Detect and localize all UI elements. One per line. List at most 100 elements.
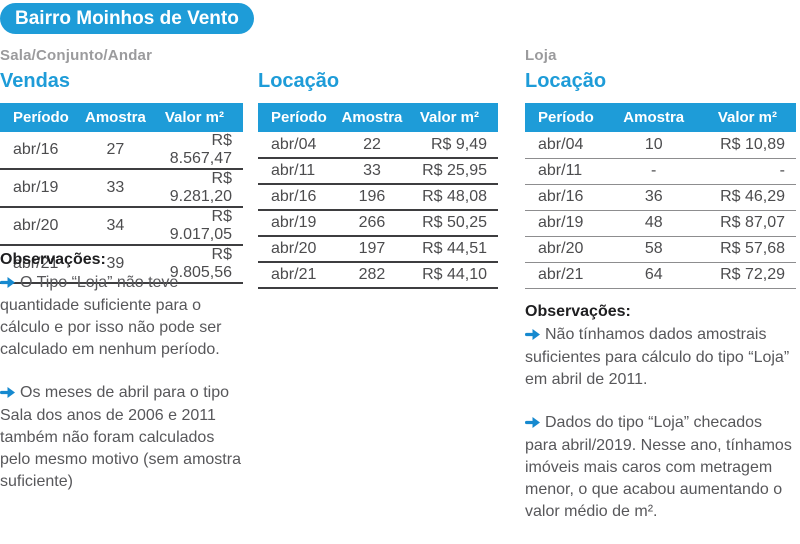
cell-valor: R$ 57,68 xyxy=(693,236,796,263)
cell-periodo: abr/21 xyxy=(525,262,615,289)
observation-text: O Tipo “Loja” não teve quantidade sufici… xyxy=(0,274,222,358)
table-row: abr/04 10 R$ 10,89 xyxy=(525,132,796,159)
cell-periodo: abr/16 xyxy=(525,184,615,211)
table-row: abr/16 36 R$ 46,29 xyxy=(525,184,796,211)
observation-item: O Tipo “Loja” não teve quantidade sufici… xyxy=(0,272,243,361)
observations-heading: Observações: xyxy=(525,303,631,320)
cell-amostra: 197 xyxy=(337,236,407,263)
cell-periodo: abr/20 xyxy=(0,207,81,246)
cell-amostra: 39 xyxy=(80,245,151,284)
section-heading-locacao: Locação xyxy=(258,70,340,92)
arrow-bullet-icon xyxy=(0,383,15,405)
arrow-bullet-icon xyxy=(0,273,15,295)
table-header-row: Período Amostra Valor m² xyxy=(0,103,243,132)
table-row: abr/16 27 R$ 8.567,47 xyxy=(0,132,243,170)
col-header-amostra: Amostra xyxy=(80,103,151,132)
cell-amostra: 266 xyxy=(337,210,407,237)
cell-periodo: abr/21 xyxy=(258,262,338,289)
observations-heading: Observações: xyxy=(0,251,106,268)
table-row: abr/21 39 R$ 9.805,56 xyxy=(0,245,243,284)
observation-text: Não tínhamos dados amostrais suficientes… xyxy=(525,326,790,388)
cell-amostra: 22 xyxy=(337,132,407,159)
observation-text: Os meses de abril para o tipo Sala dos a… xyxy=(0,384,241,490)
arrow-bullet-icon xyxy=(525,325,540,347)
cell-amostra: 64 xyxy=(614,262,693,289)
section-heading-vendas: Vendas xyxy=(0,70,71,92)
observations-left: Observações: O Tipo “Loja” não teve quan… xyxy=(0,251,243,514)
group-label-loja: Loja xyxy=(525,47,557,64)
cell-valor: R$ 9.017,05 xyxy=(150,207,243,246)
cell-valor: R$ 46,29 xyxy=(693,184,796,211)
col-header-amostra: Amostra xyxy=(614,103,693,132)
cell-valor: R$ 8.567,47 xyxy=(150,132,243,170)
title-banner: Bairro Moinhos de Vento xyxy=(0,3,254,34)
page-title: Bairro Moinhos de Vento xyxy=(15,8,239,29)
cell-valor: R$ 50,25 xyxy=(406,210,498,237)
cell-valor: R$ 48,08 xyxy=(406,184,498,211)
table-row: abr/11 - - xyxy=(525,158,796,185)
cell-periodo: abr/20 xyxy=(258,236,338,263)
table-row: abr/20 34 R$ 9.017,05 xyxy=(0,207,243,246)
cell-periodo: abr/21 xyxy=(0,245,81,284)
observation-text: Dados do tipo “Loja” checados para abril… xyxy=(525,414,792,520)
cell-periodo: abr/04 xyxy=(258,132,338,159)
col-header-periodo: Período xyxy=(0,103,81,132)
table-header-row: Período Amostra Valor m² xyxy=(525,103,796,132)
locacao-loja-table: Período Amostra Valor m² abr/04 10 R$ 10… xyxy=(525,103,796,289)
cell-periodo: abr/11 xyxy=(258,158,338,185)
cell-valor: R$ 25,95 xyxy=(406,158,498,185)
cell-amostra: 48 xyxy=(614,210,693,237)
cell-amostra: 33 xyxy=(80,169,151,208)
section-heading-locacao: Locação xyxy=(525,70,607,92)
observation-item: Não tínhamos dados amostrais suficientes… xyxy=(525,324,796,391)
table-row: abr/11 33 R$ 25,95 xyxy=(258,158,498,185)
cell-valor: R$ 72,29 xyxy=(693,262,796,289)
cell-amostra: 27 xyxy=(80,132,151,170)
table-row: abr/21 282 R$ 44,10 xyxy=(258,262,498,289)
col-header-valor-m2: Valor m² xyxy=(150,103,243,132)
table-row: abr/19 266 R$ 50,25 xyxy=(258,210,498,237)
cell-periodo: abr/16 xyxy=(258,184,338,211)
cell-periodo: abr/19 xyxy=(258,210,338,237)
cell-periodo: abr/19 xyxy=(0,169,81,208)
cell-amostra: 58 xyxy=(614,236,693,263)
observation-item: Os meses de abril para o tipo Sala dos a… xyxy=(0,382,243,493)
cell-amostra: 36 xyxy=(614,184,693,211)
cell-valor: R$ 9.805,56 xyxy=(150,245,243,284)
table-header-row: Período Amostra Valor m² xyxy=(258,103,498,132)
table-row: abr/04 22 R$ 9,49 xyxy=(258,132,498,159)
cell-periodo: abr/16 xyxy=(0,132,81,170)
cell-periodo: abr/20 xyxy=(525,236,615,263)
cell-valor: R$ 87,07 xyxy=(693,210,796,237)
cell-periodo: abr/11 xyxy=(525,158,615,185)
col-header-valor-m2: Valor m² xyxy=(406,103,498,132)
table-row: abr/16 196 R$ 48,08 xyxy=(258,184,498,211)
cell-valor: R$ 44,10 xyxy=(406,262,498,289)
cell-amostra: - xyxy=(614,158,693,185)
cell-amostra: 196 xyxy=(337,184,407,211)
col-header-valor-m2: Valor m² xyxy=(693,103,796,132)
cell-amostra: 10 xyxy=(614,132,693,159)
cell-periodo: abr/04 xyxy=(525,132,615,159)
col-header-periodo: Período xyxy=(525,103,615,132)
cell-amostra: 33 xyxy=(337,158,407,185)
locacao-sala-table: Período Amostra Valor m² abr/04 22 R$ 9,… xyxy=(258,103,498,289)
cell-valor: R$ 44,51 xyxy=(406,236,498,263)
arrow-bullet-icon xyxy=(525,413,540,435)
table-row: abr/20 58 R$ 57,68 xyxy=(525,236,796,263)
cell-periodo: abr/19 xyxy=(525,210,615,237)
table-row: abr/21 64 R$ 72,29 xyxy=(525,262,796,289)
col-header-periodo: Período xyxy=(258,103,338,132)
table-row: abr/19 33 R$ 9.281,20 xyxy=(0,169,243,208)
observation-item: Dados do tipo “Loja” checados para abril… xyxy=(525,412,796,523)
group-label-sala: Sala/Conjunto/Andar xyxy=(0,47,153,64)
cell-amostra: 34 xyxy=(80,207,151,246)
vendas-table: Período Amostra Valor m² abr/16 27 R$ 8.… xyxy=(0,103,243,284)
cell-valor: - xyxy=(693,158,796,185)
cell-valor: R$ 9,49 xyxy=(406,132,498,159)
cell-valor: R$ 9.281,20 xyxy=(150,169,243,208)
cell-valor: R$ 10,89 xyxy=(693,132,796,159)
col-header-amostra: Amostra xyxy=(337,103,407,132)
observations-right: Observações: Não tínhamos dados amostrai… xyxy=(525,303,796,544)
table-row: abr/20 197 R$ 44,51 xyxy=(258,236,498,263)
